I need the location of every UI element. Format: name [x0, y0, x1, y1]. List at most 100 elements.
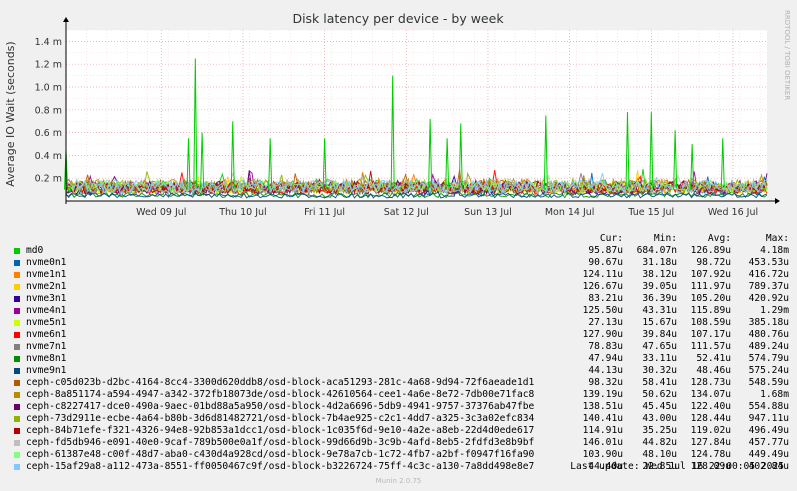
legend-row: ceph-84b71efe-f321-4326-94e8-92b853a1dcc…	[14, 425, 789, 437]
legend-series-name: nvme1n1	[26, 269, 67, 280]
legend-min: 684.07n	[636, 245, 677, 256]
legend-max: 480.76u	[748, 329, 789, 340]
y-tick-label: 1.4 m	[35, 37, 62, 48]
spike-mark	[543, 115, 548, 190]
legend-swatch	[14, 392, 20, 398]
legend-swatch	[14, 440, 20, 446]
legend-swatch	[14, 272, 20, 278]
legend-min: 39.05u	[642, 281, 677, 292]
legend-max: 4.18m	[760, 245, 789, 256]
legend-swatch	[14, 320, 20, 326]
legend-col-max: Max:	[765, 233, 789, 244]
x-tick-label: Thu 10 Jul	[218, 207, 266, 218]
legend-cur: 78.83u	[588, 341, 623, 352]
x-tick-label: Wed 09 Jul	[136, 207, 186, 218]
legend-avg: 52.41u	[696, 353, 731, 364]
x-tick-label: Mon 14 Jul	[545, 207, 595, 218]
spike-mark	[720, 138, 725, 190]
legend-swatch	[14, 404, 20, 410]
legend-series-name: ceph-61387e48-c00f-48d7-aba0-c430d4a928c…	[26, 449, 535, 460]
y-tick-label: 0.2 m	[35, 174, 62, 185]
legend-avg: 127.84u	[690, 437, 731, 448]
legend-min: 44.82u	[642, 437, 677, 448]
legend-cur: 126.67u	[582, 281, 623, 292]
legend-avg: 107.17u	[690, 329, 731, 340]
y-tick-label: 0.4 m	[35, 151, 62, 162]
legend-row: nvme5n1 27.13u 15.67u 108.59u 385.18u	[14, 317, 789, 329]
legend-row: ceph-73d2911e-ecbe-4a64-b80b-3d6d8148272…	[14, 413, 789, 425]
axes	[63, 17, 780, 204]
legend-cur: 139.19u	[582, 389, 623, 400]
spike-mark	[268, 138, 273, 190]
legend-max: 789.37u	[748, 281, 789, 292]
legend-avg: 105.20u	[690, 293, 731, 304]
legend-cur: 47.94u	[588, 353, 623, 364]
legend-swatch	[14, 260, 20, 266]
legend-min: 22.85u	[642, 461, 677, 472]
legend-max: 574.79u	[748, 353, 789, 364]
legend-row: ceph-61387e48-c00f-48d7-aba0-c430d4a928c…	[14, 449, 789, 461]
legend-max: 453.53u	[748, 257, 789, 268]
legend-series-name: nvme7n1	[26, 341, 67, 352]
legend-min: 48.10u	[642, 449, 677, 460]
legend-max: 449.49u	[748, 449, 789, 460]
y-tick-label: 1.0 m	[35, 83, 62, 94]
legend-cur: 127.90u	[582, 329, 623, 340]
spike-mark	[230, 121, 235, 190]
legend-series-name: nvme6n1	[26, 329, 67, 340]
legend-series-name: ceph-84b71efe-f321-4326-94e8-92b853a1dcc…	[26, 425, 535, 436]
legend-series-name: nvme4n1	[26, 305, 67, 316]
legend-min: 30.32u	[642, 365, 677, 376]
rrdtool-watermark: RRDTOOL / TOBI OETIKER	[783, 10, 791, 100]
legend-min: 43.31u	[642, 305, 677, 316]
legend-max: 385.18u	[748, 317, 789, 328]
last-update-text: Last update: Wed Jul 16 22:00:05 2025	[570, 461, 784, 472]
legend-cur: 125.50u	[582, 305, 623, 316]
legend-avg: 128.73u	[690, 377, 731, 388]
y-tick-label: 1.2 m	[35, 60, 62, 71]
legend-swatch	[14, 344, 20, 350]
legend-min: 31.18u	[642, 257, 677, 268]
legend-col-cur: Cur:	[599, 233, 623, 244]
series-lines	[64, 58, 768, 199]
legend-min: 36.39u	[642, 293, 677, 304]
legend-max: 575.24u	[748, 365, 789, 376]
legend-row: nvme6n1 127.90u 39.84u 107.17u 480.76u	[14, 329, 789, 341]
legend-series-name: nvme2n1	[26, 281, 67, 292]
legend-row: ceph-15af29a8-a112-473a-8551-ff0050467c9…	[14, 461, 789, 473]
legend-cur: 146.01u	[582, 437, 623, 448]
series-line	[65, 171, 768, 195]
legend-cur: 27.13u	[588, 317, 623, 328]
legend-swatch	[14, 368, 20, 374]
legend-swatch	[14, 284, 20, 290]
legend-cur: 44.13u	[588, 365, 623, 376]
spike-mark	[428, 118, 433, 190]
legend-max: 489.24u	[748, 341, 789, 352]
legend-name-header	[26, 233, 575, 245]
legend-swatch	[14, 332, 20, 338]
legend-header-row: Cur: Min: Avg: Max:	[14, 233, 789, 245]
x-tick-label: Sat 12 Jul	[384, 207, 429, 218]
spike-mark	[200, 132, 205, 190]
legend-min: 38.12u	[642, 269, 677, 280]
legend-series-name: nvme5n1	[26, 317, 67, 328]
legend-series-name: md0	[26, 245, 44, 256]
legend-max: 496.49u	[748, 425, 789, 436]
legend-avg: 111.57u	[690, 341, 731, 352]
spike-mark	[186, 138, 191, 190]
legend-col-min: Min:	[653, 233, 677, 244]
y-axis-label: Average IO Wait (seconds)	[4, 41, 17, 186]
legend-series-name: ceph-c8227417-dce0-490a-9aec-01bd88a5a95…	[26, 401, 535, 412]
series-line	[65, 181, 768, 199]
legend-series-name: nvme3n1	[26, 293, 67, 304]
legend-swatch	[14, 308, 20, 314]
x-tick-label: Wed 16 Jul	[708, 207, 758, 218]
legend-row: ceph-8a851174-a594-4947-a342-372fb18073d…	[14, 389, 789, 401]
legend-avg: 111.97u	[690, 281, 731, 292]
legend-swatch	[14, 356, 20, 362]
plot-area	[66, 30, 767, 201]
legend-swatch	[14, 464, 20, 470]
legend-swatch	[14, 452, 20, 458]
legend-row: nvme9n1 44.13u 30.32u 48.46u 575.24u	[14, 365, 789, 377]
legend-spacer	[14, 236, 20, 242]
